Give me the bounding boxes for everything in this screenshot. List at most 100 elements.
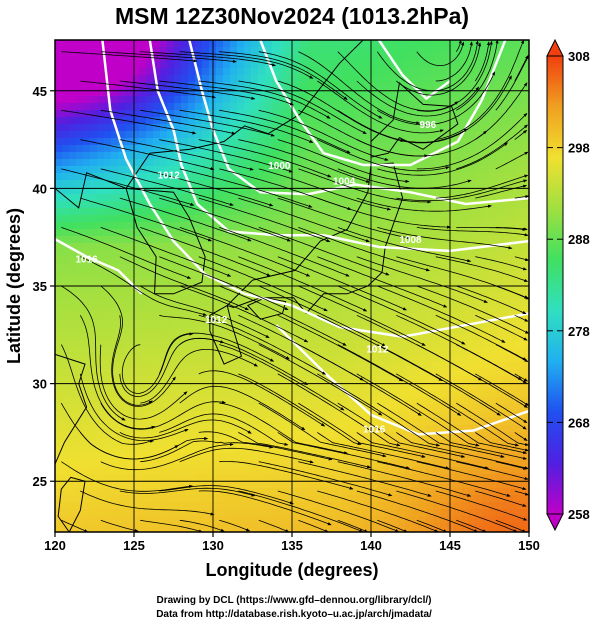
field-cell	[160, 425, 168, 433]
field-cell	[118, 467, 126, 475]
field-cell	[146, 292, 154, 300]
field-cell	[377, 138, 385, 146]
field-cell	[118, 159, 126, 167]
field-cell	[482, 299, 490, 307]
field-cell	[237, 502, 245, 510]
field-cell	[62, 488, 70, 496]
field-cell	[55, 341, 63, 349]
field-cell	[496, 124, 504, 132]
field-cell	[104, 68, 112, 76]
field-cell	[461, 320, 469, 328]
field-cell	[293, 418, 301, 426]
field-cell	[349, 250, 357, 258]
field-cell	[300, 166, 308, 174]
field-cell	[167, 355, 175, 363]
field-cell	[503, 145, 511, 153]
field-cell	[139, 180, 147, 188]
field-cell	[139, 390, 147, 398]
field-cell	[300, 327, 308, 335]
field-cell	[230, 40, 238, 48]
field-cell	[139, 124, 147, 132]
streamline	[140, 440, 274, 463]
field-cell	[503, 411, 511, 419]
field-cell	[300, 516, 308, 524]
streamline	[435, 373, 527, 430]
field-cell	[377, 341, 385, 349]
field-cell	[125, 47, 133, 55]
field-cell	[433, 61, 441, 69]
field-cell	[342, 313, 350, 321]
field-cell	[237, 390, 245, 398]
field-cell	[251, 173, 259, 181]
field-cell	[293, 320, 301, 328]
field-cell	[524, 341, 529, 349]
field-cell	[356, 355, 364, 363]
field-cell	[440, 222, 448, 230]
field-cell	[405, 103, 413, 111]
field-cell	[132, 187, 140, 195]
field-cell	[90, 215, 98, 223]
field-cell	[454, 250, 462, 258]
field-cell	[62, 103, 70, 111]
field-cell	[62, 159, 70, 167]
field-cell	[384, 334, 392, 342]
field-cell	[223, 152, 231, 160]
field-cell	[258, 404, 266, 412]
field-cell	[468, 432, 476, 440]
field-cell	[433, 390, 441, 398]
field-cell	[279, 453, 287, 461]
field-cell	[132, 264, 140, 272]
field-cell	[377, 446, 385, 454]
field-cell	[167, 334, 175, 342]
field-cell	[62, 460, 70, 468]
field-cell	[55, 320, 63, 328]
field-cell	[468, 481, 476, 489]
field-cell	[188, 523, 196, 531]
field-cell	[440, 187, 448, 195]
field-cell	[237, 264, 245, 272]
field-cell	[384, 299, 392, 307]
field-cell	[160, 453, 168, 461]
field-cell	[328, 264, 336, 272]
field-cell	[272, 89, 280, 97]
field-cell	[202, 418, 210, 426]
field-cell	[251, 145, 259, 153]
field-cell	[314, 383, 322, 391]
field-cell	[342, 446, 350, 454]
field-cell	[398, 264, 406, 272]
field-cell	[496, 523, 504, 531]
field-cell	[279, 516, 287, 524]
field-cell	[69, 236, 77, 244]
field-cell	[251, 516, 259, 524]
field-cell	[461, 467, 469, 475]
field-cell	[426, 194, 434, 202]
field-cell	[447, 47, 455, 55]
field-cell	[510, 299, 518, 307]
field-cell	[433, 481, 441, 489]
field-cell	[384, 432, 392, 440]
field-cell	[342, 481, 350, 489]
field-cell	[447, 61, 455, 69]
field-cell	[377, 502, 385, 510]
field-cell	[104, 131, 112, 139]
field-cell	[55, 292, 63, 300]
field-cell	[237, 201, 245, 209]
field-cell	[55, 362, 63, 370]
field-cell	[426, 89, 434, 97]
field-cell	[412, 61, 420, 69]
field-cell	[342, 215, 350, 223]
field-cell	[489, 327, 497, 335]
field-cell	[335, 327, 343, 335]
field-cell	[293, 516, 301, 524]
field-cell	[139, 299, 147, 307]
field-cell	[433, 222, 441, 230]
field-cell	[188, 362, 196, 370]
field-cell	[202, 516, 210, 524]
streamline	[317, 314, 443, 381]
field-cell	[188, 481, 196, 489]
field-cell	[55, 110, 63, 118]
field-cell	[510, 383, 518, 391]
streamline	[258, 519, 290, 532]
field-cell	[160, 481, 168, 489]
field-cell	[482, 397, 490, 405]
